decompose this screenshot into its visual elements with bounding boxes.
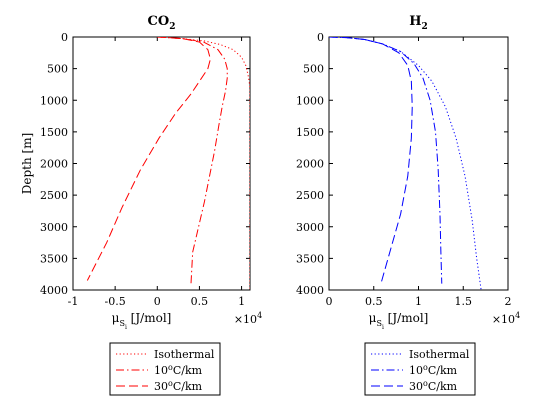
plot-area xyxy=(328,36,509,291)
x-tick-label: -0.5 xyxy=(105,295,126,308)
y-tick-label: 1000 xyxy=(40,94,68,107)
x-tick-label: 0 xyxy=(154,295,161,308)
y-tick-label: 3500 xyxy=(296,252,324,265)
y-tick-label: 500 xyxy=(303,63,324,76)
y-tick-label: 4000 xyxy=(296,284,324,297)
legend: Isothermal 10oC/km 30oC/km xyxy=(364,342,476,396)
x-tick-label: -1 xyxy=(68,295,79,308)
legend-box xyxy=(109,342,221,396)
x-tick-label: 1 xyxy=(415,295,422,308)
series-line-1 xyxy=(157,37,250,290)
y-tick-label: 2000 xyxy=(40,158,68,171)
x-tick-label: 0.5 xyxy=(365,295,383,308)
series-line-2 xyxy=(157,37,228,284)
y-tick-label: 2000 xyxy=(296,158,324,171)
y-tick-label: 0 xyxy=(61,31,68,44)
x-axis-multiplier: ×104 xyxy=(492,311,520,326)
chart-panel-2: 0 0.5 1 1.5 2 0 500 1000 1500 2000 2500 3000 3500 400… xyxy=(296,14,520,396)
legend: Isothermal 10oC/km 30oC/km xyxy=(109,342,221,396)
x-tick-label: 1 xyxy=(238,295,245,308)
legend-label-1: Isothermal xyxy=(409,348,470,361)
legend-label-3: 30oC/km xyxy=(409,379,458,393)
x-axis-multiplier: ×104 xyxy=(234,311,262,326)
y-tick-label: 1500 xyxy=(40,126,68,139)
y-tick-label: 3500 xyxy=(40,252,68,265)
x-tick-label: 0.5 xyxy=(191,295,209,308)
legend-label-3: 30oC/km xyxy=(154,379,203,393)
y-tick-label: 1500 xyxy=(296,126,324,139)
x-tick-label: 0 xyxy=(326,295,333,308)
series-line-1 xyxy=(329,37,482,290)
x-tick-label: 1.5 xyxy=(455,295,473,308)
chart-panel-1: -1 -0.5 0 0.5 1 0 500 1000 1500 2000 2500 3000 3500 4… xyxy=(20,14,262,396)
y-tick-label: 2500 xyxy=(40,189,68,202)
y-axis-label: Depth [m] xyxy=(20,133,34,195)
y-tick-label: 2500 xyxy=(296,189,324,202)
x-axis-label: μSi [J/mol] xyxy=(369,311,429,331)
x-tick-label: 2 xyxy=(505,295,512,308)
y-tick-label: 1000 xyxy=(296,94,324,107)
plot-area xyxy=(72,36,251,291)
chart-title: H2 xyxy=(409,14,428,32)
y-tick-label: 3000 xyxy=(296,221,324,234)
series-line-3 xyxy=(86,37,211,281)
legend-label-2: 10oC/km xyxy=(409,363,458,377)
legend-label-2: 10oC/km xyxy=(154,363,203,377)
y-tick-label: 500 xyxy=(47,63,68,76)
legend-label-1: Isothermal xyxy=(154,348,215,361)
legend-box xyxy=(364,342,476,396)
chart-title: CO2 xyxy=(148,14,176,32)
y-tick-label: 4000 xyxy=(40,284,68,297)
y-tick-label: 3000 xyxy=(40,221,68,234)
series-line-3 xyxy=(329,37,413,284)
series-line-2 xyxy=(329,37,443,284)
y-tick-label: 0 xyxy=(317,31,324,44)
x-axis-label: μSi [J/mol] xyxy=(112,311,172,331)
